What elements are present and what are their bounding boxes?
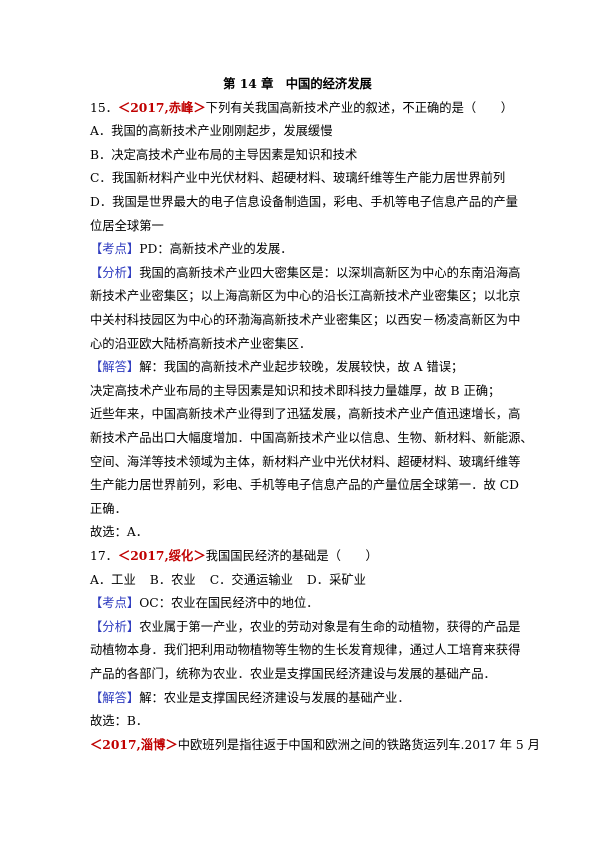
- text-line: 心的沿亚欧大陆桥高新技术产业密集区．: [90, 336, 311, 352]
- section-label: 【考点】: [90, 242, 140, 257]
- option: D．采矿业: [306, 572, 366, 587]
- question-source: ＜2017,赤峰＞: [117, 99, 206, 115]
- section-label: 【考点】: [90, 596, 140, 611]
- section-text: 新技术产品出口大幅度增加．中国高新技术产业以信息、生物、新材料、新能源、: [90, 431, 533, 445]
- text-line: 【解答】解：我国的高新技术产业起步较晚，发展较快，故 A 错误；: [90, 359, 463, 375]
- option: A．我国的高新技术产业刚刚起步，发展缓慢: [90, 124, 333, 139]
- section-text: 动植物本身．我们把利用动物植物等生物的生长发育规律，通过人工培育来获得: [90, 643, 521, 658]
- text-line: 产品的各部门，统称为农业．农业是支撑国民经济建设与发展的基础产品．: [90, 666, 496, 682]
- section-text: 正确．: [90, 501, 127, 516]
- text-line: 生产能力居世界前列，彩电、手机等电子信息产品的产量位居全球第一．故 CD: [90, 477, 519, 493]
- text-line: 正确．: [90, 501, 127, 517]
- text-line: 故选：B．: [90, 713, 148, 729]
- text-line: 动植物本身．我们把利用动物植物等生物的生长发育规律，通过人工培育来获得: [90, 642, 520, 658]
- text-line: 【考点】PD：高新技术产业的发展．: [90, 241, 293, 257]
- section-text: 决定高技术产业布局的主导因素是知识和技术即科技力量雄厚，故 B 正确；: [90, 383, 501, 398]
- text-line: 空间、海洋等技术领域为主体，新材料产业中光伏材料、超硬材料、玻璃纤维等: [90, 454, 520, 470]
- section-text: 空间、海洋等技术领域为主体，新材料产业中光伏材料、超硬材料、玻璃纤维等: [90, 454, 521, 469]
- text-line: A．工业 B．农业 C．交通运输业 D．采矿业: [90, 572, 380, 588]
- answer: 故选：A．: [90, 525, 149, 540]
- answer: 故选：B．: [90, 714, 149, 729]
- section-text: 解：我国的高新技术产业起步较晚，发展较快，故 A 错误；: [139, 360, 464, 375]
- option: 位居全球第一: [90, 218, 164, 233]
- text-line: 中关村科技园区为中心的环渤海高新技术产业密集区；以西安－杨凌高新区为中: [90, 312, 520, 328]
- section-label: 【解答】: [90, 690, 140, 705]
- section-text: 解：农业是支撑国民经济建设与发展的基础产业．: [139, 690, 410, 705]
- question-stem: 中欧班列是指往返于中国和欧洲之间的铁路货运列车.2017 年 5 月: [177, 737, 540, 752]
- question-stem: 下列有关我国高新技术产业的叙述，不正确的是（ ）: [205, 100, 514, 115]
- title: 第 14 章 中国的经济发展: [223, 76, 372, 91]
- section-text: PD：高新技术产业的发展．: [139, 242, 293, 257]
- text-line: 【分析】我国的高新技术产业四大密集区是：以深圳高新区为中心的东南沿海高: [90, 265, 520, 281]
- text-line: 15．＜2017,赤峰＞下列有关我国高新技术产业的叙述，不正确的是（ ）: [90, 100, 513, 116]
- text-line: ＜2017,淄博＞中欧班列是指往返于中国和欧洲之间的铁路货运列车.2017 年 …: [90, 737, 540, 753]
- section-text: OC：农业在国民经济中的地位．: [139, 596, 319, 611]
- option: B．决定高技术产业布局的主导因素是知识和技术: [90, 147, 358, 162]
- section-label: 【解答】: [90, 360, 140, 375]
- section-text: 中关村科技园区为中心的环渤海高新技术产业密集区；以西安－杨凌高新区为中: [90, 313, 521, 327]
- question-stem: 我国国民经济的基础是（ ）: [205, 549, 378, 563]
- text-line: A．我国的高新技术产业刚刚起步，发展缓慢: [90, 123, 333, 139]
- text-line: 位居全球第一: [90, 218, 164, 234]
- text-line: 决定高技术产业布局的主导因素是知识和技术即科技力量雄厚，故 B 正确；: [90, 383, 500, 399]
- text-line: C．我国新材料产业中光伏材料、超硬材料、玻璃纤维等生产能力居世界前列: [90, 170, 505, 186]
- section-text: 心的沿亚欧大陆桥高新技术产业密集区．: [90, 336, 312, 351]
- text-line: 【解答】解：农业是支撑国民经济建设与发展的基础产业．: [90, 690, 410, 706]
- text-line: D．我国是世界最大的电子信息设备制造国，彩电、手机等电子信息产品的产量: [90, 194, 518, 210]
- text-line: 【分析】农业属于第一产业，农业的劳动对象是有生命的动植物，获得的产品是: [90, 619, 520, 635]
- text-line: 近些年来，中国高新技术产业得到了迅猛发展，高新技术产业产值迅速增长，高: [90, 406, 520, 422]
- option: C．我国新材料产业中光伏材料、超硬材料、玻璃纤维等生产能力居世界前列: [90, 171, 506, 186]
- section-text: 产品的各部门，统称为农业．农业是支撑国民经济建设与发展的基础产品．: [90, 667, 496, 681]
- section-text: 我国的高新技术产业四大密集区是：以深圳高新区为中心的东南沿海高: [139, 265, 521, 280]
- question-number: 15．: [90, 100, 118, 115]
- text-line: 【考点】OC：农业在国民经济中的地位．: [90, 595, 319, 611]
- section-label: 【分析】: [90, 265, 140, 280]
- text-line: B．决定高技术产业布局的主导因素是知识和技术: [90, 147, 357, 163]
- option: A．工业: [90, 572, 136, 587]
- option: D．我国是世界最大的电子信息设备制造国，彩电、手机等电子信息产品的产量: [90, 195, 518, 209]
- section-text: 农业属于第一产业，农业的劳动对象是有生命的动植物，获得的产品是: [139, 619, 521, 634]
- question-source: ＜2017,淄博＞: [90, 736, 178, 752]
- question-source: ＜2017,绥化＞: [117, 548, 206, 563]
- section-text: 近些年来，中国高新技术产业得到了迅猛发展，高新技术产业产值迅速增长，高: [90, 407, 521, 422]
- text-line: 新技术产业密集区；以上海高新区为中心的沿长江高新技术产业密集区；以北京: [90, 288, 520, 304]
- text-line: 第 14 章 中国的经济发展: [0, 76, 595, 92]
- text-line: 故选：A．: [90, 524, 148, 540]
- option: B．农业: [149, 572, 196, 587]
- section-text: 生产能力居世界前列，彩电、手机等电子信息产品的产量位居全球第一．故 CD: [90, 478, 519, 493]
- section-text: 新技术产业密集区；以上海高新区为中心的沿长江高新技术产业密集区；以北京: [90, 289, 521, 304]
- section-label: 【分析】: [90, 619, 140, 634]
- question-number: 17．: [90, 549, 118, 563]
- text-line: 17．＜2017,绥化＞我国国民经济的基础是（ ）: [90, 548, 378, 564]
- text-line: 新技术产品出口大幅度增加．中国高新技术产业以信息、生物、新材料、新能源、: [90, 430, 533, 446]
- option: C．交通运输业: [209, 572, 293, 587]
